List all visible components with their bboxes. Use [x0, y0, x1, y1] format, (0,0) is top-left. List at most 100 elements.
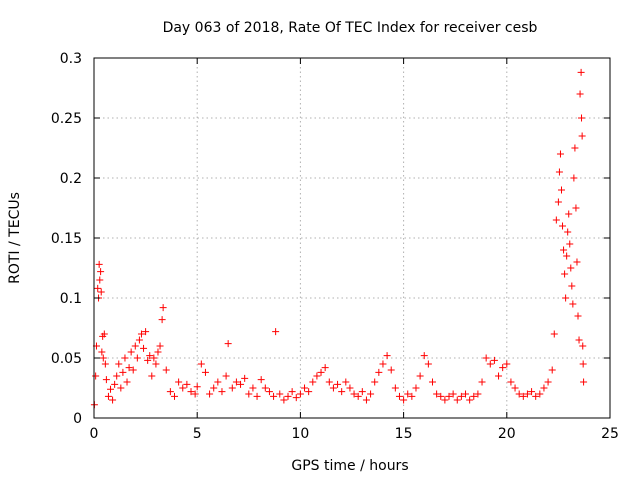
data-point — [296, 390, 304, 398]
data-point — [97, 288, 105, 296]
data-point — [571, 144, 579, 152]
data-point — [338, 388, 346, 396]
data-point — [94, 284, 102, 292]
data-point — [111, 380, 119, 388]
data-point — [536, 390, 544, 398]
data-point — [117, 384, 125, 392]
data-point — [375, 368, 383, 376]
data-point — [115, 360, 123, 368]
data-point — [540, 384, 548, 392]
data-point — [449, 390, 457, 398]
data-point — [135, 336, 143, 344]
data-point — [334, 380, 342, 388]
data-point — [288, 388, 296, 396]
y-tick-label: 0.25 — [51, 111, 82, 127]
data-point — [222, 372, 230, 380]
y-tick-label: 0.1 — [60, 291, 82, 307]
x-tick-label: 5 — [193, 426, 202, 442]
data-point — [261, 384, 269, 392]
data-point — [358, 388, 366, 396]
data-point — [550, 330, 558, 338]
data-point — [387, 366, 395, 374]
data-point — [342, 378, 350, 386]
data-point — [309, 378, 317, 386]
data-point — [197, 360, 205, 368]
data-point — [568, 282, 576, 290]
data-point — [97, 268, 105, 276]
data-point — [121, 354, 129, 362]
data-point — [544, 378, 552, 386]
data-point — [113, 372, 121, 380]
data-point — [474, 390, 482, 398]
data-point — [123, 378, 131, 386]
data-point — [232, 378, 240, 386]
y-tick-label: 0.15 — [51, 231, 82, 247]
data-point — [107, 385, 115, 393]
data-point — [253, 392, 261, 400]
data-point — [569, 300, 577, 308]
data-point — [570, 174, 578, 182]
data-point — [152, 360, 160, 368]
data-point — [400, 396, 408, 404]
data-point — [523, 390, 531, 398]
data-point — [379, 360, 387, 368]
data-point — [499, 364, 507, 372]
data-point — [420, 352, 428, 360]
data-point — [144, 356, 152, 364]
data-point — [292, 394, 300, 402]
data-point — [564, 228, 572, 236]
data-point — [99, 354, 107, 362]
data-point — [237, 380, 245, 388]
data-point — [457, 392, 465, 400]
data-point — [95, 260, 103, 268]
data-point — [325, 378, 333, 386]
data-point — [482, 354, 490, 362]
data-point — [191, 390, 199, 398]
data-point — [433, 390, 441, 398]
data-point — [552, 216, 560, 224]
x-axis-label: GPS time / hours — [291, 458, 408, 474]
data-point — [224, 340, 232, 348]
data-point — [577, 68, 585, 76]
data-point — [175, 378, 183, 386]
data-points — [90, 68, 588, 409]
data-point — [563, 252, 571, 260]
tick-labels: 0 5 10 15 20 25 0 0.05 0.1 0.15 0.2 0.25 0.3 — [51, 51, 619, 442]
data-point — [179, 384, 187, 392]
data-point — [416, 372, 424, 380]
data-point — [272, 328, 280, 336]
data-point — [556, 150, 564, 158]
chart-title: Day 063 of 2018, Rate Of TEC Index for r… — [163, 20, 538, 36]
data-point — [159, 304, 167, 312]
data-point — [92, 372, 100, 380]
data-point — [146, 352, 154, 360]
data-point — [391, 384, 399, 392]
data-point — [129, 366, 137, 374]
data-point — [156, 342, 164, 350]
data-point — [98, 348, 106, 356]
data-point — [218, 388, 226, 396]
data-point — [562, 294, 570, 302]
data-point — [383, 352, 391, 360]
data-point — [575, 336, 583, 344]
data-point — [187, 388, 195, 396]
data-point — [228, 384, 236, 392]
data-point — [412, 384, 420, 392]
axis-ticks — [93, 57, 611, 419]
data-point — [495, 372, 503, 380]
data-point — [249, 384, 257, 392]
data-point — [329, 384, 337, 392]
data-point — [572, 204, 580, 212]
data-point — [276, 390, 284, 398]
data-point — [301, 384, 309, 392]
data-point — [131, 342, 139, 350]
data-point — [346, 384, 354, 392]
y-tick-label: 0 — [73, 411, 82, 427]
data-point — [183, 380, 191, 388]
data-point — [565, 210, 573, 218]
data-point — [350, 390, 358, 398]
x-tick-label: 20 — [498, 426, 516, 442]
data-point — [127, 348, 135, 356]
